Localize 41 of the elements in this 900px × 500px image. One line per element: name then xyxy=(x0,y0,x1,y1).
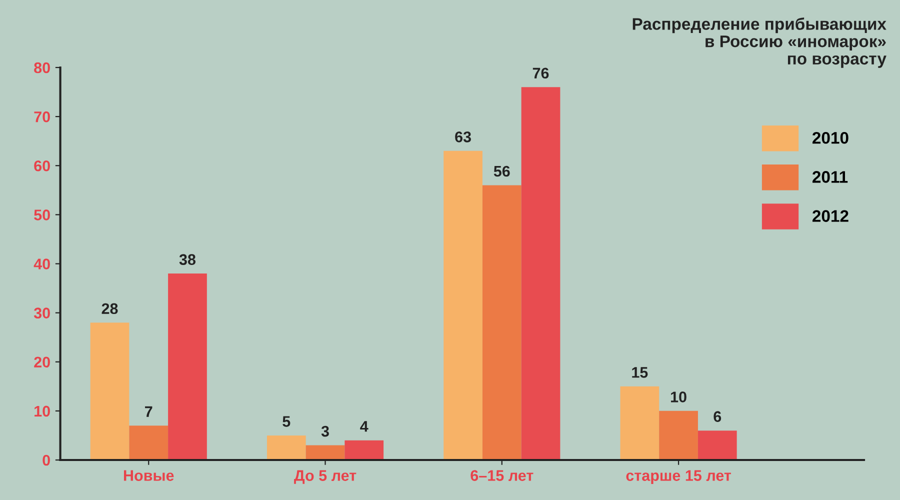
data-label: 6 xyxy=(714,411,722,422)
data-label: 4 xyxy=(360,421,368,432)
y-tick-label: 10 xyxy=(34,406,50,417)
data-label: 63 xyxy=(455,132,471,142)
bar xyxy=(344,440,384,460)
legend-label: 2011 xyxy=(812,171,848,183)
chart-title: Распределение прибывающих в Россию «иномарок» по возрасту xyxy=(632,18,886,68)
y-tick-label: 30 xyxy=(34,308,50,319)
legend-label: 2012 xyxy=(812,210,848,222)
data-label: 28 xyxy=(102,303,118,314)
y-tick-label: 60 xyxy=(34,160,50,172)
x-tick-label: 6–15 лет xyxy=(470,470,534,481)
data-label: 56 xyxy=(494,166,510,177)
data-label: 10 xyxy=(670,392,686,402)
bar xyxy=(444,150,482,460)
bar xyxy=(129,426,168,460)
y-tick-label: 70 xyxy=(34,111,50,122)
y-tick-label: 50 xyxy=(34,210,50,220)
x-tick-label: старше 15 лет xyxy=(626,470,731,484)
data-label: 76 xyxy=(532,68,549,79)
bar xyxy=(659,410,698,460)
data-label: 3 xyxy=(321,426,329,437)
bar xyxy=(620,386,660,460)
y-tick-label: 40 xyxy=(34,258,50,270)
bar xyxy=(168,274,207,460)
y-tick-label: 20 xyxy=(34,356,50,368)
y-tick-label: 0 xyxy=(42,454,50,466)
x-tick-label: Новые xyxy=(124,470,174,481)
data-label: 38 xyxy=(179,254,196,266)
data-label: 15 xyxy=(632,367,648,378)
bar xyxy=(90,322,130,460)
bar xyxy=(698,430,737,460)
data-label: 7 xyxy=(145,406,152,417)
legend-label: 2010 xyxy=(812,132,848,144)
bar xyxy=(521,87,560,460)
x-tick-label: До 5 лет xyxy=(294,470,356,484)
bar xyxy=(266,435,306,460)
bar xyxy=(306,445,345,460)
data-label: 5 xyxy=(282,416,290,427)
y-tick-label: 80 xyxy=(34,62,50,74)
bar xyxy=(482,185,522,460)
